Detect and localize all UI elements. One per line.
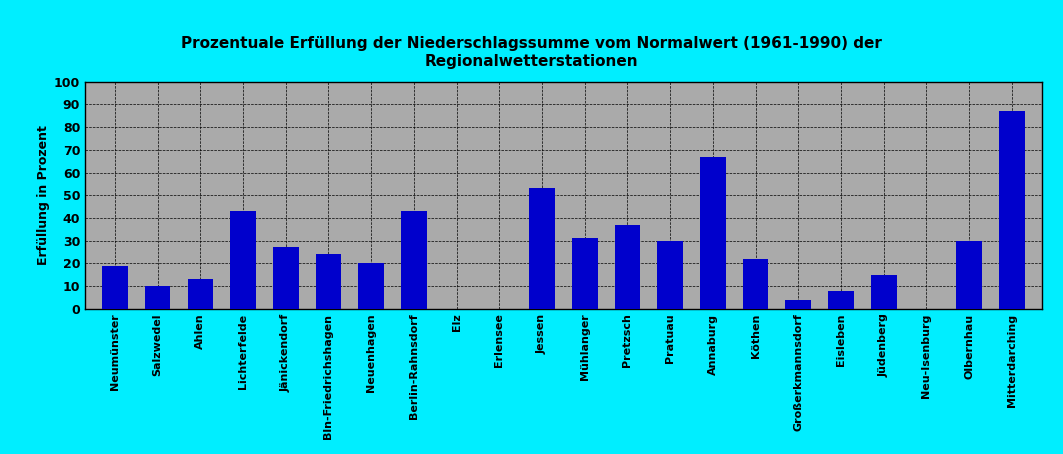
Bar (231, 211, 256, 309)
Bar (957, 241, 982, 309)
Bar (316, 254, 341, 309)
Bar (401, 211, 426, 309)
Text: Prozentuale Erfüllung der Niederschlagssumme vom Normalwert (1961-1990) der
Regi: Prozentuale Erfüllung der Niederschlagss… (181, 36, 882, 69)
Bar (657, 241, 682, 309)
Bar (828, 291, 854, 309)
Bar (273, 247, 299, 309)
Y-axis label: Erfüllung in Prozent: Erfüllung in Prozent (37, 125, 50, 265)
Bar (102, 266, 128, 309)
Bar (701, 157, 726, 309)
Bar (743, 259, 769, 309)
Bar (786, 300, 811, 309)
Bar (529, 188, 555, 309)
Bar (999, 111, 1025, 309)
Bar (871, 275, 896, 309)
Bar (145, 286, 170, 309)
Bar (614, 225, 640, 309)
Bar (572, 238, 597, 309)
Bar (187, 279, 214, 309)
Bar (358, 263, 384, 309)
